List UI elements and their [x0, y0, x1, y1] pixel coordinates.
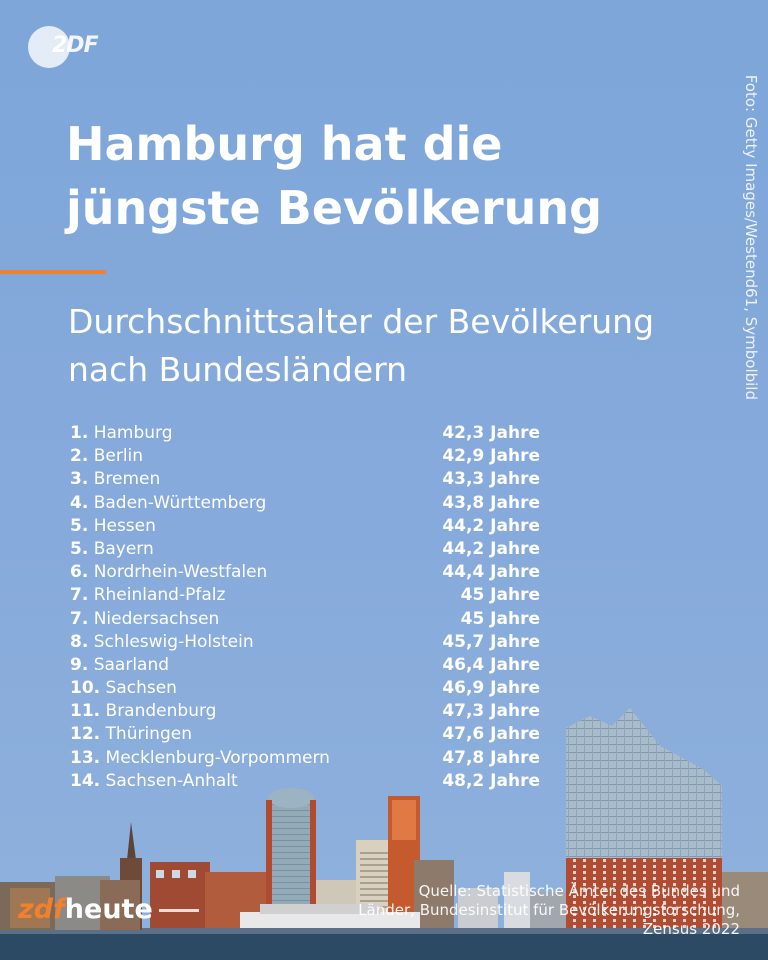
average-age: 47,8 Jahre: [442, 747, 540, 768]
zdf-logo-text: 2DF: [52, 33, 99, 58]
state-name: Hessen: [93, 515, 156, 536]
ranking-row: 12. Thüringen 47,6 Jahre: [70, 723, 550, 746]
subtitle: Durchschnittsalter der Bevölkerung nach …: [68, 302, 655, 389]
ranking-row: 7. Niedersachsen 45 Jahre: [70, 608, 550, 631]
rank-number: 7.: [70, 585, 89, 606]
state-name: Bremen: [93, 469, 161, 490]
source-line: Länder, Bundesinstitut für Bevölkerungsf…: [358, 901, 740, 919]
ranking-row: 10. Sachsen 46,9 Jahre: [70, 677, 550, 700]
ranking-row: 5. Bayern 44,2 Jahre: [70, 538, 550, 561]
rank-number: 10.: [70, 678, 101, 699]
state-name: Sachsen-Anhalt: [105, 770, 238, 791]
average-age: 46,4 Jahre: [442, 654, 540, 675]
average-age: 48,2 Jahre: [442, 770, 540, 791]
ranking-row: 3. Bremen 43,3 Jahre: [70, 468, 550, 491]
rank-number: 3.: [70, 469, 89, 490]
ranking-row: 4. Baden-Württemberg 43,8 Jahre: [70, 492, 550, 515]
rank-number: 5.: [70, 515, 89, 536]
ranking-row: 11. Brandenburg 47,3 Jahre: [70, 700, 550, 723]
ranking-row: 8. Schleswig-Holstein 45,7 Jahre: [70, 631, 550, 654]
accent-bar: [0, 270, 106, 274]
average-age: 45 Jahre: [460, 585, 540, 606]
ranking-row: 14. Sachsen-Anhalt 48,2 Jahre: [70, 770, 550, 793]
state-name: Saarland: [93, 654, 170, 675]
rank-number: 13.: [70, 747, 101, 768]
ranking-row: 7. Rheinland-Pfalz 45 Jahre: [70, 584, 550, 607]
ranking-row: 2. Berlin 42,9 Jahre: [70, 445, 550, 468]
rank-number: 5.: [70, 538, 89, 559]
zdfheute-logo-zdf: zdf: [18, 894, 65, 925]
average-age: 43,8 Jahre: [442, 492, 540, 513]
average-age: 47,6 Jahre: [442, 724, 540, 745]
rank-number: 7.: [70, 608, 89, 629]
rank-number: 11.: [70, 701, 101, 722]
average-age: 46,9 Jahre: [442, 678, 540, 699]
zdfheute-logo: zdfheute: [18, 894, 199, 930]
state-name: Nordrhein-Westfalen: [93, 562, 268, 583]
ranking-row: 6. Nordrhein-Westfalen 44,4 Jahre: [70, 561, 550, 584]
source-note: Quelle: Statistische Ämter des Bundes un…: [300, 882, 740, 939]
state-name: Mecklenburg-Vorpommern: [105, 747, 330, 768]
zdf-logo-circle: [28, 26, 70, 68]
rank-number: 4.: [70, 492, 89, 513]
ranking-row: 1. Hamburg 42,3 Jahre: [70, 422, 550, 445]
rank-number: 14.: [70, 770, 101, 791]
rank-number: 2.: [70, 446, 89, 467]
rank-number: 12.: [70, 724, 101, 745]
zdf-logo: 2DF: [28, 26, 112, 70]
rank-number: 9.: [70, 654, 89, 675]
rank-number: 8.: [70, 631, 89, 652]
source-line: Zensus 2022: [642, 920, 740, 938]
state-name: Niedersachsen: [93, 608, 220, 629]
source-line: Quelle: Statistische Ämter des Bundes un…: [418, 882, 740, 900]
state-name: Thüringen: [105, 724, 192, 745]
ranking-row: 9. Saarland 46,4 Jahre: [70, 654, 550, 677]
ranking-row: 13. Mecklenburg-Vorpommern 47,8 Jahre: [70, 747, 550, 770]
state-name: Baden-Württemberg: [93, 492, 267, 513]
rank-number: 1.: [70, 423, 89, 443]
state-name: Sachsen: [105, 678, 177, 699]
rank-number: 6.: [70, 562, 89, 583]
state-name: Schleswig-Holstein: [93, 631, 254, 652]
average-age: 43,3 Jahre: [442, 469, 540, 490]
headline: Hamburg hat die jüngste Bevölkerung: [66, 117, 603, 235]
average-age: 44,2 Jahre: [442, 538, 540, 559]
average-age: 44,4 Jahre: [442, 562, 540, 583]
photo-credit: Foto: Getty Images/Westend61, Symbolbild: [742, 74, 760, 400]
state-name: Hamburg: [93, 423, 173, 443]
ranking-list: 1. Hamburg 42,3 Jahre 2. Berlin 42,9 Jahre…: [70, 422, 550, 793]
average-age: 45 Jahre: [460, 608, 540, 629]
state-name: Brandenburg: [105, 701, 217, 722]
average-age: 47,3 Jahre: [442, 701, 540, 722]
average-age: 44,2 Jahre: [442, 515, 540, 536]
average-age: 45,7 Jahre: [442, 631, 540, 652]
average-age: 42,9 Jahre: [442, 446, 540, 467]
state-name: Berlin: [93, 446, 144, 467]
state-name: Rheinland-Pfalz: [93, 585, 226, 606]
logo-dash: [158, 909, 199, 912]
ranking-row: 5. Hessen 44,2 Jahre: [70, 515, 550, 538]
zdfheute-logo-heute: heute: [64, 894, 153, 925]
state-name: Bayern: [93, 538, 154, 559]
average-age: 42,3 Jahre: [442, 423, 540, 443]
